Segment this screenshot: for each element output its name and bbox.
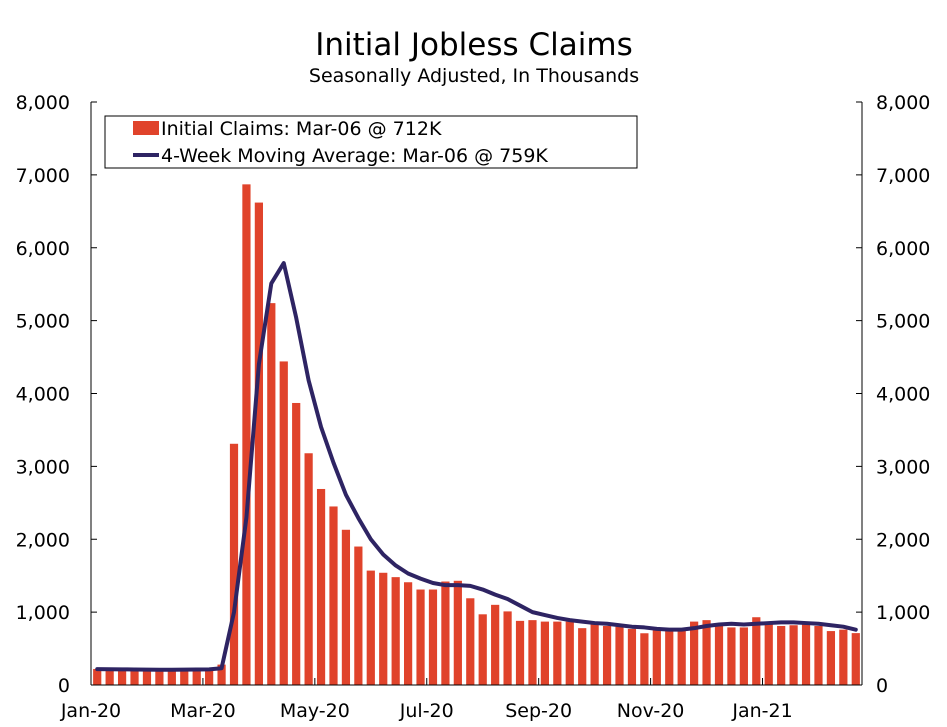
y-tick-label-right: 8,000 <box>876 92 930 114</box>
y-tick-label-right: 5,000 <box>876 311 930 333</box>
bar-series <box>93 184 860 685</box>
bar <box>565 621 574 685</box>
bar <box>515 620 525 685</box>
bar <box>167 669 176 685</box>
bar <box>93 668 102 685</box>
bar <box>727 627 736 685</box>
x-tick-label: Mar-20 <box>170 700 236 722</box>
bar <box>242 184 251 685</box>
bar <box>540 621 549 685</box>
bar <box>851 633 860 685</box>
bar <box>801 624 811 685</box>
bar <box>578 628 587 685</box>
y-tick-label-left: 2,000 <box>16 529 70 551</box>
bar <box>814 625 823 685</box>
y-tick-label-right: 6,000 <box>876 238 930 260</box>
bar <box>205 668 214 685</box>
y-tick-label-left: 5,000 <box>16 311 70 333</box>
bar <box>590 623 599 685</box>
bar <box>453 580 462 685</box>
bar <box>777 625 786 685</box>
bar <box>553 621 562 685</box>
bar <box>341 529 351 685</box>
bar <box>503 611 512 685</box>
bar <box>640 633 649 685</box>
legend-bar-label: Initial Claims: Mar-06 @ 712K <box>161 118 442 140</box>
y-tick-label-left: 3,000 <box>16 456 70 478</box>
y-tick-label-right: 0 <box>876 675 888 697</box>
bar <box>416 589 425 685</box>
bar <box>292 402 301 685</box>
bar <box>267 303 276 685</box>
bar <box>105 669 114 685</box>
x-tick-label: Jan-20 <box>60 700 121 722</box>
bar <box>764 623 773 685</box>
y-tick-label-left: 0 <box>58 675 70 697</box>
bar <box>478 614 487 685</box>
bar <box>142 669 152 685</box>
bar <box>192 669 201 685</box>
bar <box>826 631 836 685</box>
y-tick-label-left: 6,000 <box>16 238 70 260</box>
y-tick-label-left: 4,000 <box>16 384 70 406</box>
y-tick-label-right: 2,000 <box>876 529 930 551</box>
moving-average-line <box>95 261 858 672</box>
x-tick-label: Jan-21 <box>731 700 792 722</box>
bar <box>304 453 313 685</box>
bar <box>627 628 637 685</box>
bar <box>130 669 139 685</box>
bar <box>254 202 263 685</box>
bar <box>155 670 164 685</box>
bar <box>491 604 500 685</box>
bar <box>466 598 475 685</box>
bar <box>316 488 326 685</box>
bar <box>789 625 798 685</box>
legend-line-label: 4-Week Moving Average: Mar-06 @ 759K <box>161 145 548 167</box>
bar <box>329 506 338 685</box>
x-tick-label: Sep-20 <box>505 700 572 722</box>
bar <box>528 620 537 685</box>
chart-subtitle: Seasonally Adjusted, In Thousands <box>309 65 639 87</box>
chart-title: Initial Jobless Claims <box>315 27 632 63</box>
x-tick-label: Nov-20 <box>617 700 685 722</box>
x-tick-label: Jul-20 <box>399 700 454 722</box>
bar <box>391 577 400 685</box>
bar <box>428 589 438 685</box>
bar <box>279 361 288 685</box>
x-tick-label: May-20 <box>280 700 350 722</box>
bar <box>441 581 450 685</box>
legend: Initial Claims: Mar-06 @ 712K 4-Week Mov… <box>104 115 638 169</box>
bar <box>229 443 239 685</box>
y-tick-label-left: 8,000 <box>16 92 70 114</box>
bar <box>354 546 363 685</box>
bar <box>404 582 413 685</box>
y-tick-label-right: 3,000 <box>876 456 930 478</box>
legend-bar-swatch <box>133 121 159 135</box>
bar <box>752 617 761 685</box>
legend-box <box>104 115 638 169</box>
bar <box>702 620 711 685</box>
y-tick-label-right: 1,000 <box>876 602 930 624</box>
tick-labels: 0 0 1,000 1,000 2,000 2,000 3,000 3,000 4,000 4,0… <box>16 92 931 722</box>
y-tick-label-left: 7,000 <box>16 165 70 187</box>
bar <box>615 626 624 685</box>
y-tick-label-right: 7,000 <box>876 165 930 187</box>
bar <box>366 570 375 685</box>
y-tick-label-right: 4,000 <box>876 384 930 406</box>
bar <box>217 664 226 685</box>
bar <box>602 625 612 685</box>
bar <box>665 628 674 685</box>
bar <box>690 621 699 685</box>
bar <box>714 625 724 685</box>
bar <box>379 572 388 685</box>
bar <box>652 630 661 685</box>
axes <box>90 101 863 686</box>
y-tick-label-left: 1,000 <box>16 602 70 624</box>
bar <box>677 630 686 685</box>
bar <box>180 669 189 685</box>
bar <box>739 627 748 685</box>
bar <box>839 629 848 685</box>
bar <box>117 669 127 685</box>
